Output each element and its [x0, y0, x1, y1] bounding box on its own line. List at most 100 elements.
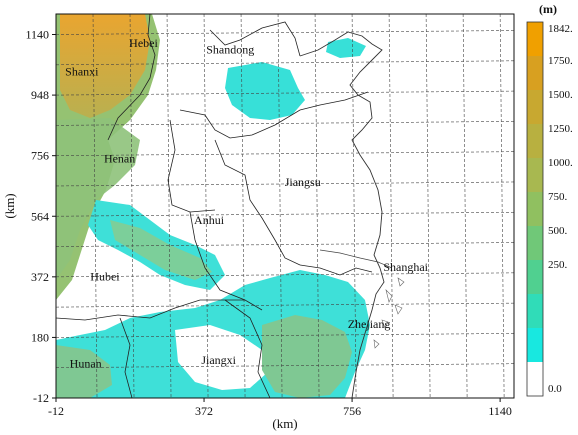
colorbar-segment [527, 22, 543, 57]
boundary-anhui-west [189, 211, 246, 301]
boundary-anhui-jiangsu [214, 139, 301, 266]
colorbar-label: 0.0 [548, 383, 562, 395]
colorbar-segment [527, 294, 543, 329]
grid-line-vertical [129, 14, 135, 398]
grid-line-horizontal [56, 151, 514, 156]
place-label-shanghai: Shanghai [383, 260, 428, 274]
y-tick-label: -12 [33, 391, 49, 405]
grid-line-horizontal [56, 242, 514, 247]
place-label-shandong: Shandong [206, 42, 254, 56]
y-tick-label: 372 [31, 270, 49, 284]
colorbar-label: 1000. [548, 157, 573, 169]
boundary-hebei-shandong [209, 21, 301, 57]
place-label-zhejiang: Zhejiang [348, 317, 391, 331]
place-label-hubei: Hubei [90, 270, 120, 284]
grid-line-horizontal [56, 181, 514, 187]
place-label-hebei: Hebei [129, 36, 158, 50]
grid-line-vertical [277, 14, 283, 398]
boundary-jiangxi-zhejiang [224, 299, 271, 398]
boundary-hunan-jiangxi [119, 317, 133, 398]
colorbar-label: 1500. [548, 89, 573, 101]
coastline [299, 31, 385, 398]
colorbar-segment [527, 362, 543, 397]
grid-line-vertical [499, 14, 505, 398]
colorbar-segment [527, 192, 543, 227]
y-tick-label: 756 [31, 149, 49, 163]
colorbar-label: 750. [548, 191, 568, 203]
grid-line-vertical [92, 14, 98, 398]
offshore-islands [373, 277, 405, 349]
grid-line-vertical [351, 14, 357, 398]
x-tick-label: 372 [195, 404, 213, 418]
colorbar-label: 250. [548, 259, 568, 271]
terrain-hunan-high [56, 345, 112, 398]
boundary-henan-east [167, 119, 216, 213]
terrain-henan-green [56, 118, 140, 280]
colorbar-segment [527, 158, 543, 193]
grid-line-vertical [314, 14, 320, 398]
colorbar-segment [527, 90, 543, 125]
grid-line-horizontal [56, 30, 514, 35]
x-axis-label: (km) [272, 416, 297, 431]
boundary-anhui-jiangxi [200, 299, 263, 311]
x-axis-ticks: -12 372 756 1140 [48, 398, 512, 418]
grid-line-horizontal [56, 121, 514, 126]
y-axis-ticks: -12 180 372 564 756 948 1140 [25, 28, 56, 405]
x-tick-label: 756 [343, 404, 361, 418]
terrain-shanxi-peak [60, 14, 150, 118]
y-axis-label: (km) [2, 193, 17, 218]
y-tick-label: 948 [31, 88, 49, 102]
colorbar-label: 1842. [548, 23, 573, 35]
colorbar-label: 1750. [548, 55, 573, 67]
colorbar-segment [527, 260, 543, 295]
boundary-shanxi-hebei [107, 14, 156, 141]
place-label-anhui: Anhui [194, 213, 225, 227]
grid-line-vertical [240, 14, 246, 398]
y-tick-label: 564 [31, 209, 49, 223]
grid-line-horizontal [56, 211, 514, 217]
province-boundaries [56, 14, 373, 398]
terrain-shandong-hills [225, 62, 305, 120]
place-label-henan: Henan [104, 151, 135, 165]
map-grid [56, 14, 514, 398]
colorbar-frame [526, 21, 544, 397]
place-label-shanxi: Shanxi [65, 65, 99, 79]
colorbar-labels: 1842. 1750. 1500. 1250. 1000. 750. 500. 250. 0.0 [548, 23, 573, 395]
place-label-jiangxi: Jiangxi [201, 353, 236, 367]
grid-line-vertical [203, 14, 209, 398]
x-tick-label: -12 [48, 404, 64, 418]
terrain-shandong-east [326, 38, 366, 58]
colorbar-label: 500. [548, 225, 568, 237]
boundary-hubei-hunan [56, 299, 201, 321]
colorbar-label: 1250. [548, 123, 573, 135]
yangtze-estuary [319, 249, 393, 269]
place-labels: Shanxi Hebei Shandong Henan Jiangsu Anhui Hube… [65, 36, 429, 370]
grid-line-vertical [166, 14, 172, 398]
colorbar: (m) 1842. 1750. 1500. 1250. 1000. 750. 500. 250… [526, 2, 573, 397]
colorbar-segment [527, 226, 543, 261]
boundary-zhejiang-north [299, 264, 373, 276]
y-tick-label: 1140 [25, 28, 49, 42]
colorbar-segment [527, 124, 543, 159]
grid-line-horizontal [56, 90, 514, 96]
grid-line-horizontal [56, 60, 514, 66]
map-plot-area: Shanxi Hebei Shandong Henan Jiangsu Anhui Hube… [56, 14, 514, 398]
grid-line-horizontal [56, 333, 514, 338]
terrain-elevation-layer [56, 14, 370, 398]
place-label-jiangsu: Jiangsu [285, 175, 321, 189]
terrain-hubei-ridge-core [110, 220, 212, 280]
grid-line-horizontal [56, 363, 514, 369]
grid-line-vertical [425, 14, 431, 398]
plot-frame [55, 13, 515, 399]
colorbar-segment [527, 56, 543, 91]
place-label-hunan: Hunan [70, 356, 102, 370]
y-tick-label: 180 [31, 330, 49, 344]
colorbar-segment [527, 328, 543, 363]
x-tick-label: 1140 [488, 404, 512, 418]
grid-line-vertical [388, 14, 394, 398]
grid-line-horizontal [56, 302, 514, 308]
colorbar-segments [526, 21, 544, 397]
grid-line-horizontal [56, 272, 514, 278]
terrain-zhejiang-high [262, 315, 352, 398]
